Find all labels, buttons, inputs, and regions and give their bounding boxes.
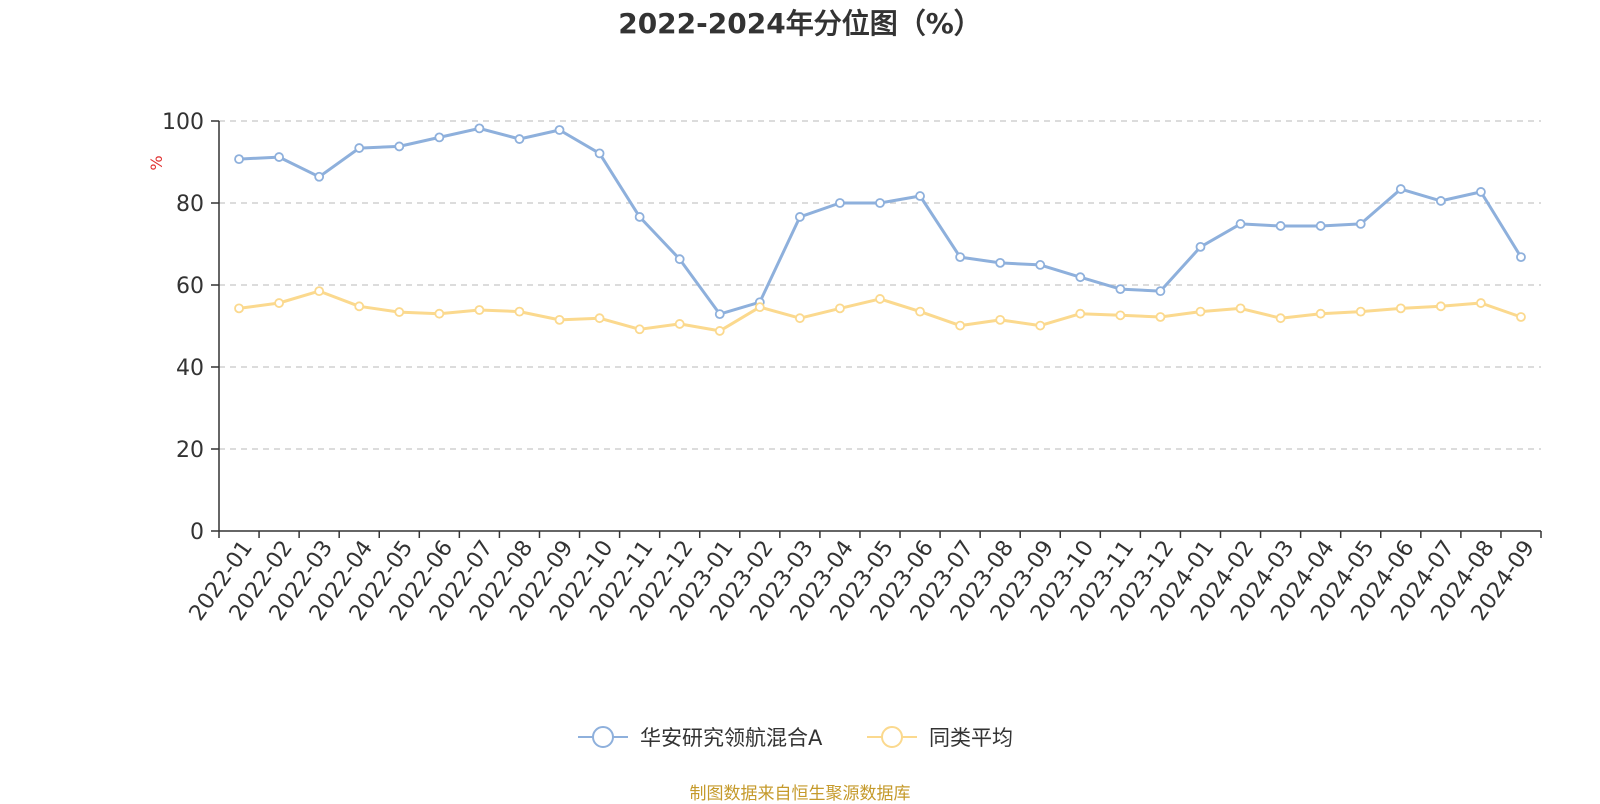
data-point[interactable] bbox=[1516, 252, 1526, 263]
data-point[interactable] bbox=[434, 308, 445, 319]
y-tick-label: 20 bbox=[176, 438, 204, 463]
data-point[interactable] bbox=[835, 303, 845, 314]
series-line[interactable] bbox=[238, 126, 1523, 316]
data-point[interactable] bbox=[274, 152, 284, 162]
source-note: 制图数据来自恒生聚源数据库 bbox=[689, 784, 911, 804]
data-point[interactable] bbox=[1315, 308, 1326, 319]
data-point[interactable] bbox=[1476, 298, 1486, 308]
data-point[interactable] bbox=[1476, 187, 1486, 197]
data-point[interactable] bbox=[514, 134, 525, 144]
data-point[interactable] bbox=[1195, 241, 1206, 252]
data-point[interactable] bbox=[955, 252, 966, 263]
data-point[interactable] bbox=[234, 154, 244, 165]
data-point[interactable] bbox=[1435, 301, 1446, 312]
data-point[interactable] bbox=[594, 148, 605, 159]
data-point[interactable] bbox=[995, 257, 1006, 268]
data-point[interactable] bbox=[754, 302, 765, 313]
data-point[interactable] bbox=[1355, 306, 1366, 317]
data-point[interactable] bbox=[394, 141, 405, 152]
data-point[interactable] bbox=[995, 314, 1006, 325]
data-point[interactable] bbox=[1235, 219, 1246, 229]
data-point[interactable] bbox=[514, 306, 525, 317]
data-point[interactable] bbox=[1395, 184, 1406, 194]
y-tick-label: 60 bbox=[176, 274, 204, 299]
data-point[interactable] bbox=[274, 298, 284, 308]
data-point[interactable] bbox=[1235, 303, 1246, 314]
y-axis-label: % bbox=[147, 155, 166, 170]
data-point[interactable] bbox=[1075, 272, 1086, 283]
data-point[interactable] bbox=[674, 319, 685, 329]
data-point[interactable] bbox=[394, 307, 405, 317]
data-point[interactable] bbox=[1035, 320, 1046, 331]
data-point[interactable] bbox=[634, 324, 645, 335]
data-point[interactable] bbox=[875, 294, 885, 304]
data-point[interactable] bbox=[434, 132, 445, 143]
data-point[interactable] bbox=[554, 314, 565, 325]
axes: 0204060801002022-012022-022022-032022-04… bbox=[162, 110, 1542, 626]
data-point[interactable] bbox=[714, 309, 725, 320]
grid-lines bbox=[219, 120, 1541, 450]
legend[interactable]: 华安研究领航混合A 同类平均 bbox=[578, 726, 1013, 750]
data-point[interactable] bbox=[714, 326, 725, 336]
data-point[interactable] bbox=[1115, 310, 1126, 321]
legend-label[interactable]: 同类平均 bbox=[929, 726, 1013, 750]
data-point[interactable] bbox=[1516, 312, 1526, 322]
y-tick-label: 0 bbox=[190, 520, 204, 545]
data-point[interactable] bbox=[1275, 221, 1286, 231]
data-point[interactable] bbox=[1035, 260, 1046, 270]
data-point[interactable] bbox=[1155, 286, 1166, 297]
legend-label[interactable]: 华安研究领航混合A bbox=[640, 726, 823, 750]
data-point[interactable] bbox=[794, 212, 805, 222]
data-point[interactable] bbox=[674, 254, 685, 265]
data-point[interactable] bbox=[835, 198, 845, 208]
legend-swatch-marker[interactable] bbox=[881, 726, 903, 748]
data-point[interactable] bbox=[354, 301, 365, 312]
data-point[interactable] bbox=[1275, 313, 1286, 324]
data-point[interactable] bbox=[1395, 303, 1406, 314]
data-point[interactable] bbox=[474, 123, 485, 134]
data-point[interactable] bbox=[1355, 219, 1366, 229]
data-point[interactable] bbox=[794, 313, 805, 324]
y-tick-label: 100 bbox=[162, 110, 204, 135]
data-point[interactable] bbox=[474, 305, 485, 315]
data-point[interactable] bbox=[1115, 284, 1126, 295]
y-tick-label: 80 bbox=[176, 192, 204, 217]
y-tick-label: 40 bbox=[176, 356, 204, 381]
data-point[interactable] bbox=[634, 212, 645, 222]
data-point[interactable] bbox=[1075, 308, 1086, 319]
data-point[interactable] bbox=[1155, 312, 1166, 322]
data-point[interactable] bbox=[915, 306, 925, 317]
data-point[interactable] bbox=[594, 313, 605, 324]
data-point[interactable] bbox=[1315, 221, 1326, 231]
data-point[interactable] bbox=[554, 125, 565, 135]
data-point[interactable] bbox=[1435, 196, 1446, 206]
data-point[interactable] bbox=[314, 171, 325, 182]
chart-title: 2022-2024年分位图（%） bbox=[618, 7, 982, 40]
series-lines bbox=[234, 123, 1526, 336]
legend-swatch-marker[interactable] bbox=[592, 726, 614, 748]
data-point[interactable] bbox=[234, 303, 244, 314]
data-point[interactable] bbox=[955, 320, 966, 331]
data-point[interactable] bbox=[915, 191, 925, 201]
data-point[interactable] bbox=[354, 143, 365, 153]
data-point[interactable] bbox=[314, 286, 325, 297]
data-point[interactable] bbox=[1195, 306, 1206, 317]
data-point[interactable] bbox=[875, 198, 885, 208]
